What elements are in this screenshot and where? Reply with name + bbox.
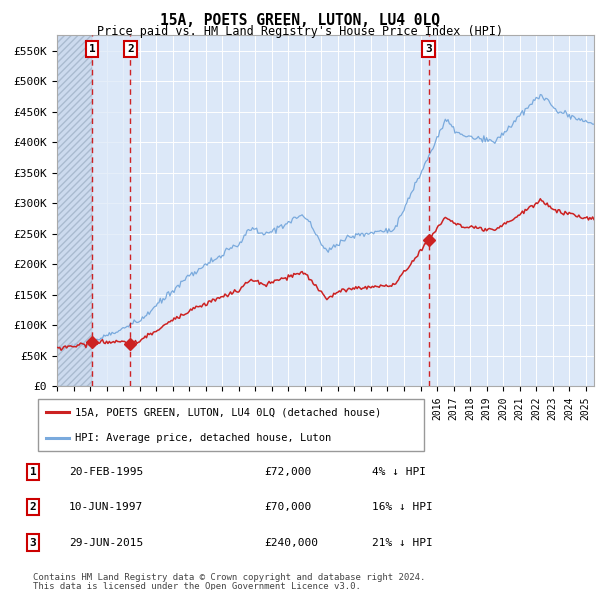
Text: £240,000: £240,000: [264, 537, 318, 548]
Text: 3: 3: [425, 44, 432, 54]
Text: 10-JUN-1997: 10-JUN-1997: [69, 502, 143, 512]
Text: 2: 2: [29, 502, 37, 512]
Text: 3: 3: [29, 537, 37, 548]
Text: Contains HM Land Registry data © Crown copyright and database right 2024.: Contains HM Land Registry data © Crown c…: [33, 573, 425, 582]
Text: 15A, POETS GREEN, LUTON, LU4 0LQ (detached house): 15A, POETS GREEN, LUTON, LU4 0LQ (detach…: [75, 408, 381, 418]
Text: HPI: Average price, detached house, Luton: HPI: Average price, detached house, Luto…: [75, 432, 331, 442]
Bar: [57, 35, 92, 386]
Text: 16% ↓ HPI: 16% ↓ HPI: [372, 502, 433, 512]
Text: 2: 2: [127, 44, 134, 54]
Text: This data is licensed under the Open Government Licence v3.0.: This data is licensed under the Open Gov…: [33, 582, 361, 590]
FancyBboxPatch shape: [38, 399, 424, 451]
Text: £70,000: £70,000: [264, 502, 311, 512]
Text: 29-JUN-2015: 29-JUN-2015: [69, 537, 143, 548]
Text: 20-FEB-1995: 20-FEB-1995: [69, 467, 143, 477]
Text: £72,000: £72,000: [264, 467, 311, 477]
Bar: [92, 35, 130, 386]
Text: 1: 1: [89, 44, 95, 54]
Bar: [57, 35, 92, 386]
Text: Price paid vs. HM Land Registry's House Price Index (HPI): Price paid vs. HM Land Registry's House …: [97, 25, 503, 38]
Text: 15A, POETS GREEN, LUTON, LU4 0LQ: 15A, POETS GREEN, LUTON, LU4 0LQ: [160, 13, 440, 28]
Text: 1: 1: [29, 467, 37, 477]
Text: 4% ↓ HPI: 4% ↓ HPI: [372, 467, 426, 477]
Text: 21% ↓ HPI: 21% ↓ HPI: [372, 537, 433, 548]
